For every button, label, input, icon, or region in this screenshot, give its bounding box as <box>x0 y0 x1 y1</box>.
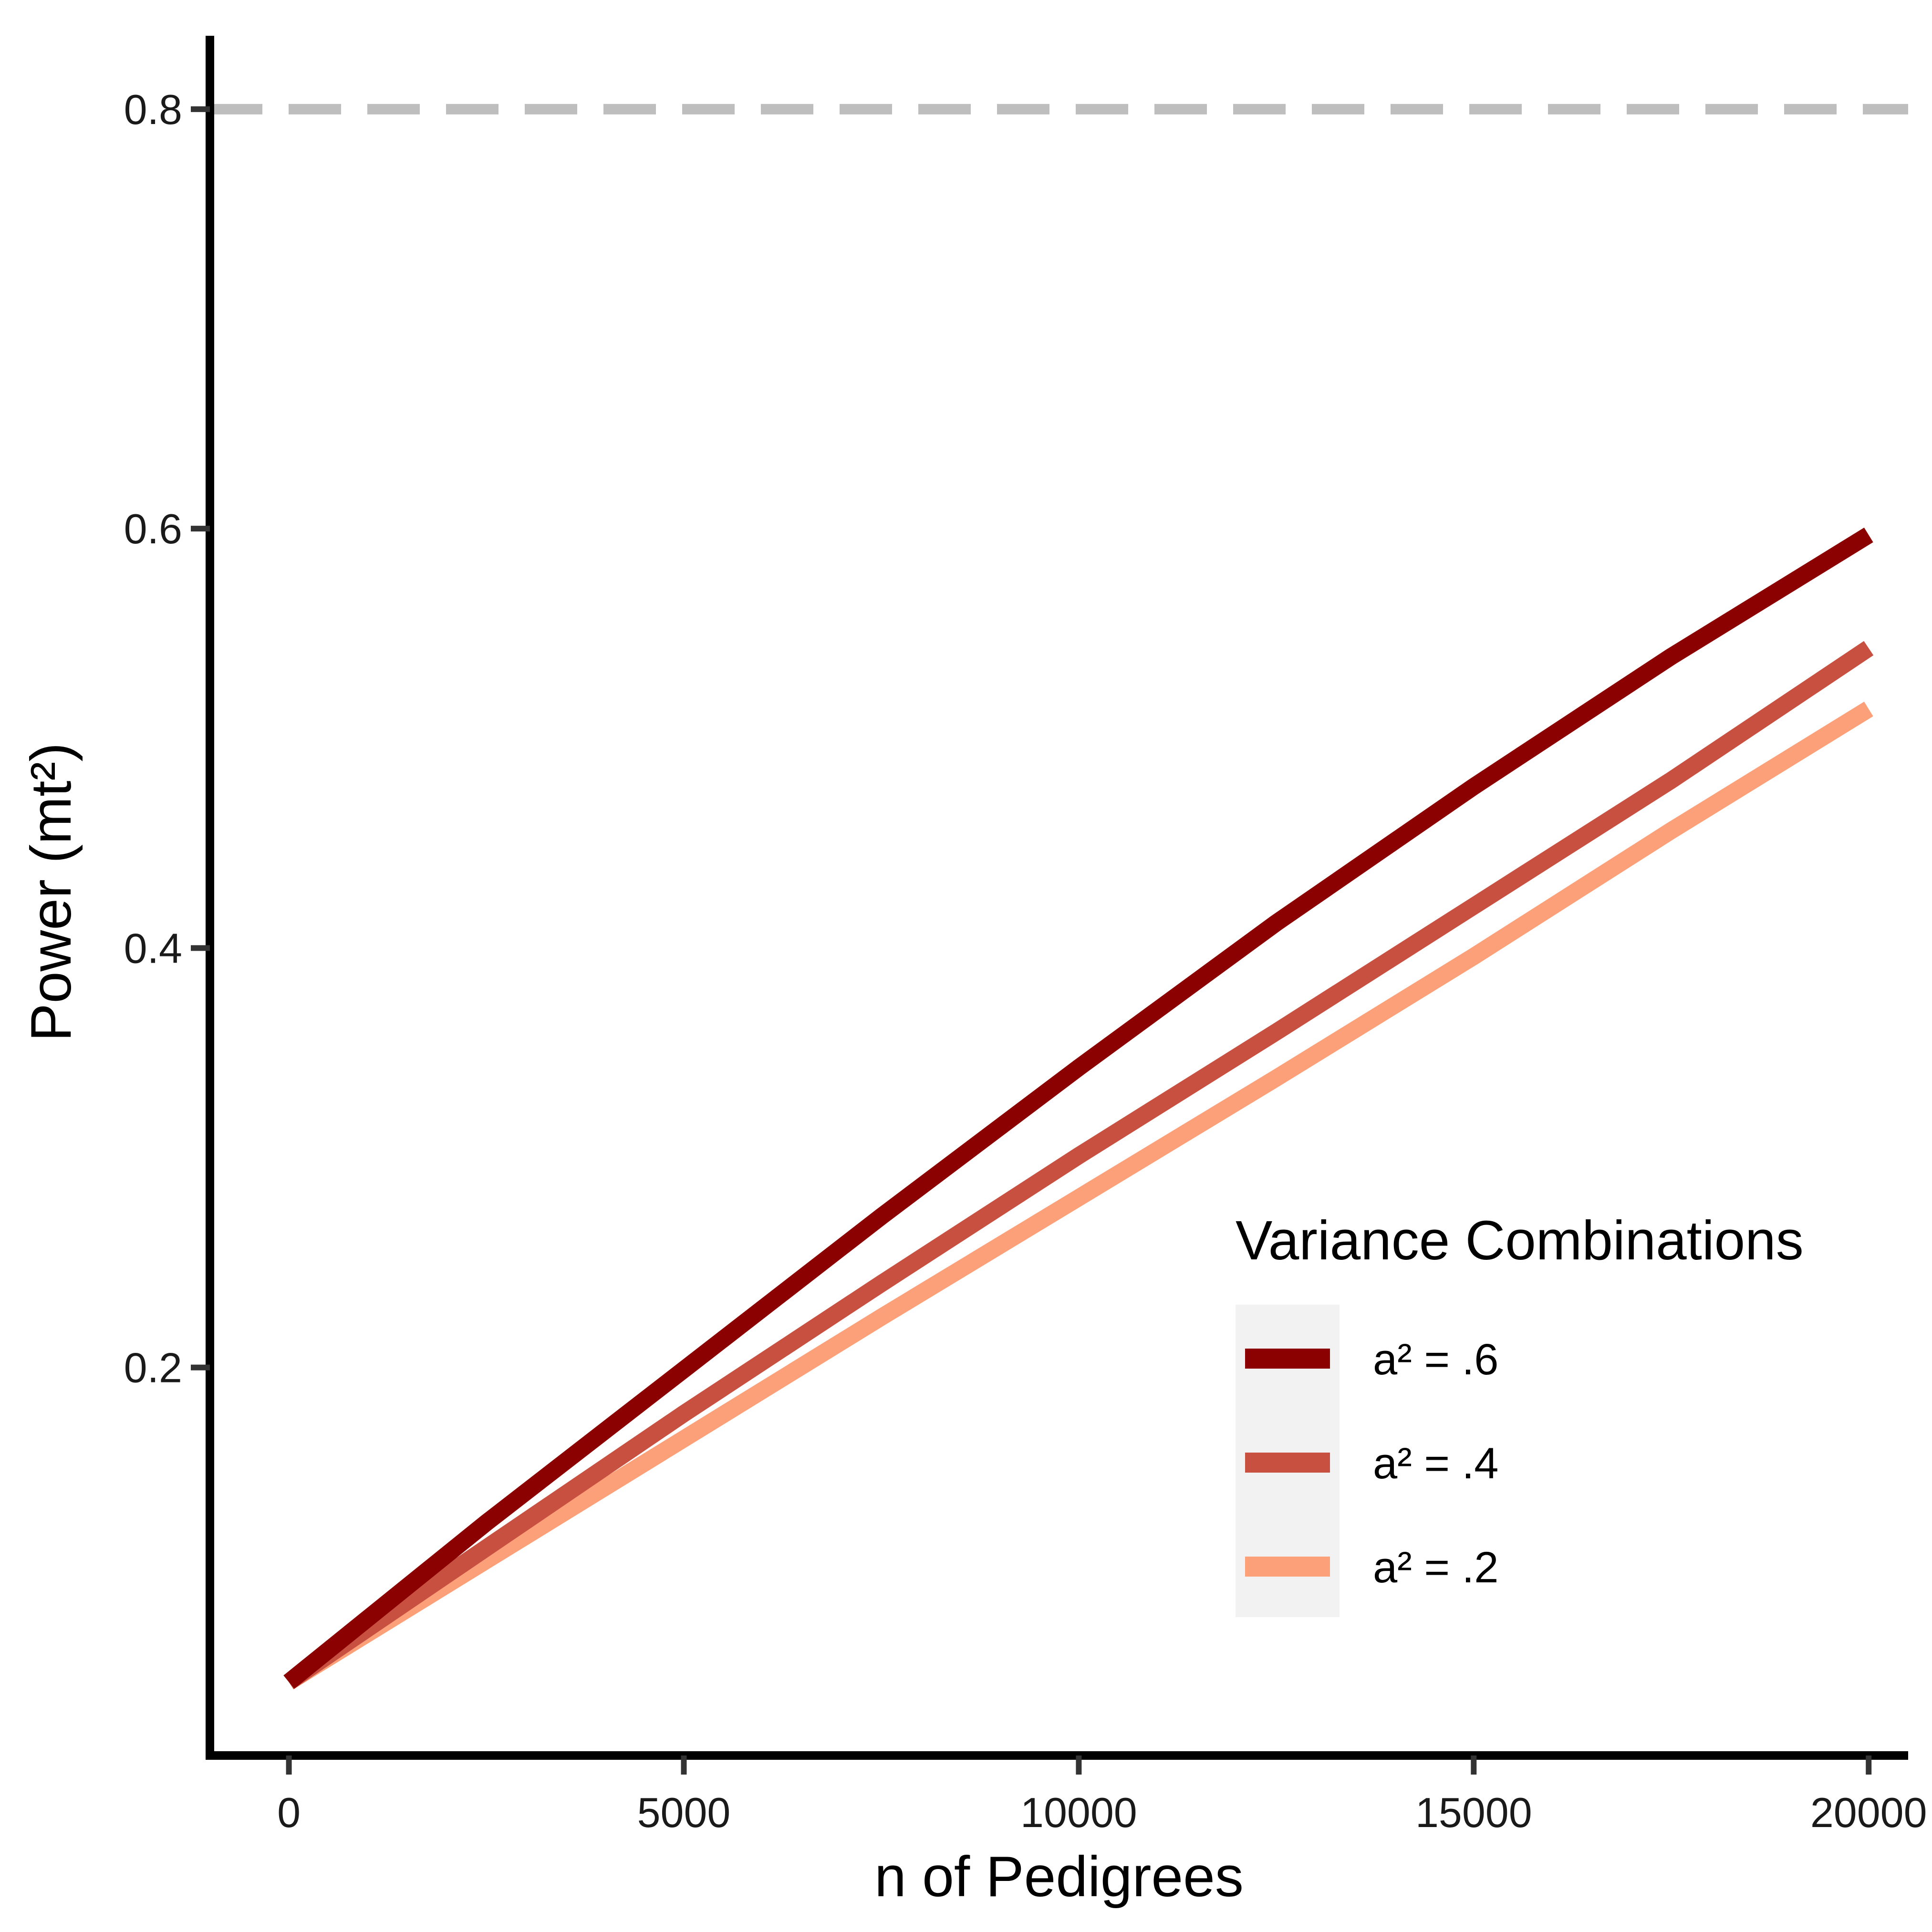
series-line <box>283 527 1873 1689</box>
y-tick-label: 0.8 <box>124 86 182 133</box>
x-tick-label: 20000 <box>1810 1789 1927 1836</box>
series-layer <box>283 527 1874 1690</box>
y-tick-label: 0.6 <box>124 505 182 552</box>
legend-label: a² = .2 <box>1373 1543 1498 1592</box>
y-axis-title: Power (mt²) <box>19 743 83 1042</box>
x-tick-label: 15000 <box>1415 1789 1532 1836</box>
legend-items: a² = .6 a² = .4 a² = .2 <box>1245 1335 1498 1592</box>
axis-layer: 0.2 0.4 0.6 0.8 0 5000 10000 15000 20000 <box>124 36 1927 1836</box>
x-tick-label: 10000 <box>1020 1789 1137 1836</box>
legend-title: Variance Combinations <box>1236 1209 1804 1271</box>
x-axis-title: n of Pedigrees <box>874 1845 1244 1909</box>
legend: Variance Combinations a² = .6a² = .4a² =… <box>1236 1209 1804 1617</box>
legend-label: a² = .4 <box>1373 1439 1498 1488</box>
y-tick-label: 0.4 <box>124 924 182 972</box>
y-tick-label: 0.2 <box>124 1344 182 1392</box>
series-line <box>284 641 1874 1689</box>
legend-label: a² = .6 <box>1373 1335 1498 1384</box>
x-tick-label: 0 <box>277 1789 301 1836</box>
series-line <box>284 701 1873 1690</box>
x-tick-label: 5000 <box>637 1789 731 1836</box>
